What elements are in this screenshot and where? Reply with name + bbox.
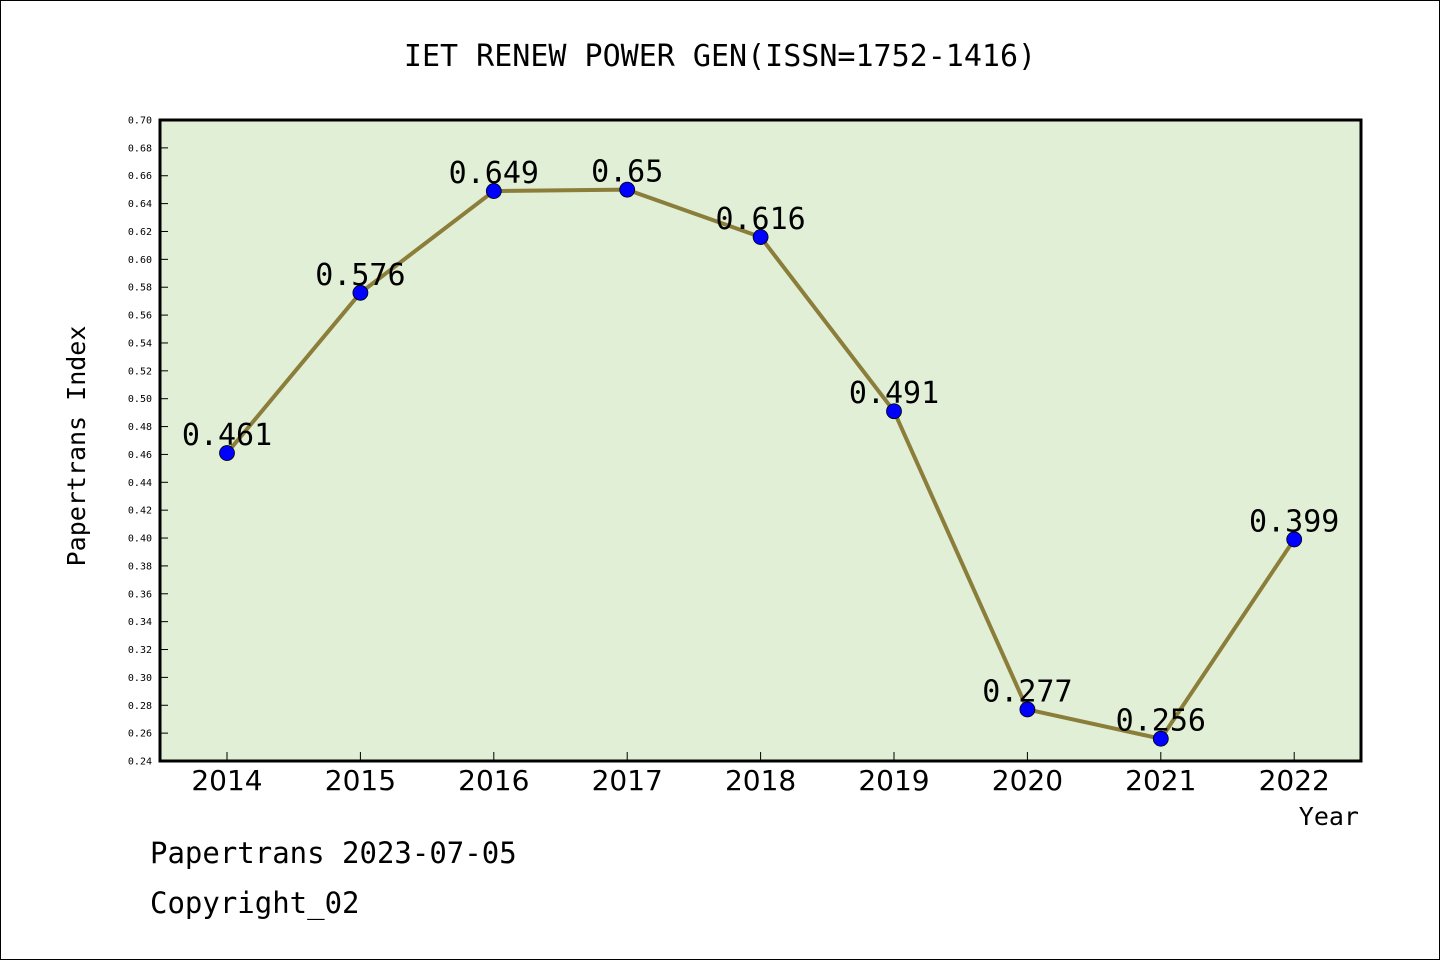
y-tick-label: 0.42 <box>128 506 152 517</box>
y-tick-label: 0.64 <box>128 199 152 210</box>
y-tick-label: 0.62 <box>128 227 152 238</box>
y-tick-label: 0.26 <box>128 729 152 740</box>
data-label: 0.399 <box>1249 504 1339 539</box>
y-tick-label: 0.66 <box>128 171 152 182</box>
data-point <box>219 445 235 461</box>
x-tick-label: 2021 <box>1125 764 1196 797</box>
chart-title: IET RENEW POWER GEN(ISSN=1752-1416) <box>404 39 1036 74</box>
y-tick-label: 0.48 <box>128 422 152 433</box>
y-tick-label: 0.52 <box>128 366 152 377</box>
y-tick-label: 0.44 <box>128 478 152 489</box>
y-tick-label: 0.34 <box>128 617 152 628</box>
x-tick-label: 2015 <box>325 764 396 797</box>
x-axis-ticks: 2014 2015 2016 2017 2018 2019 2020 2021 2022 <box>191 752 1330 797</box>
x-tick-label: 2019 <box>858 764 929 797</box>
footer-date: Papertrans 2023-07-05 <box>150 836 517 870</box>
x-tick-label: 2020 <box>992 764 1063 797</box>
x-tick-label: 2022 <box>1259 764 1330 797</box>
y-tick-label: 0.58 <box>128 283 152 294</box>
y-tick-label: 0.38 <box>128 561 152 572</box>
data-label: 0.277 <box>982 674 1072 709</box>
series-group <box>219 181 1303 747</box>
plot-area <box>158 118 1363 763</box>
x-tick-label: 2017 <box>592 764 663 797</box>
data-labels-group: 0.461 0.576 0.649 0.65 0.616 0.491 0.277 0.256 0… <box>182 155 1340 739</box>
x-tick-label: 2014 <box>191 764 262 797</box>
data-label: 0.491 <box>849 376 939 411</box>
y-tick-label: 0.54 <box>128 338 152 349</box>
data-point <box>352 284 369 301</box>
y-tick-label: 0.46 <box>128 450 152 461</box>
data-label: 0.256 <box>1116 704 1206 739</box>
y-tick-label: 0.24 <box>128 757 152 768</box>
data-label: 0.616 <box>715 202 805 237</box>
y-tick-label: 0.28 <box>128 701 152 712</box>
data-point <box>485 183 502 199</box>
data-point <box>1019 701 1036 718</box>
data-label: 0.649 <box>449 156 539 191</box>
y-tick-label: 0.30 <box>128 673 152 684</box>
x-tick-label: 2016 <box>458 764 529 797</box>
y-tick-label: 0.60 <box>128 255 152 266</box>
data-label: 0.65 <box>591 155 663 190</box>
footer-copyright: Copyright_02 <box>150 886 360 920</box>
data-point <box>1286 531 1303 548</box>
y-axis-ticks: 0.24 0.26 0.28 0.30 0.32 0.34 0.36 0.38 0.40 0.42… <box>128 116 168 768</box>
x-tick-label: 2018 <box>725 764 796 797</box>
data-point <box>1152 730 1169 747</box>
x-axis-label: Year <box>1299 802 1359 831</box>
data-label: 0.461 <box>182 418 272 453</box>
y-tick-label: 0.68 <box>128 143 152 154</box>
y-tick-label: 0.40 <box>128 534 152 545</box>
y-tick-label: 0.36 <box>128 589 152 600</box>
data-point <box>752 229 769 245</box>
y-axis-label: Papertrans Index <box>62 326 91 567</box>
y-tick-label: 0.56 <box>128 311 152 322</box>
data-point <box>619 181 636 198</box>
y-tick-label: 0.32 <box>128 645 152 656</box>
data-point <box>886 403 902 420</box>
y-tick-label: 0.50 <box>128 394 152 405</box>
y-tick-label: 0.70 <box>128 116 152 127</box>
data-label: 0.576 <box>315 258 405 293</box>
